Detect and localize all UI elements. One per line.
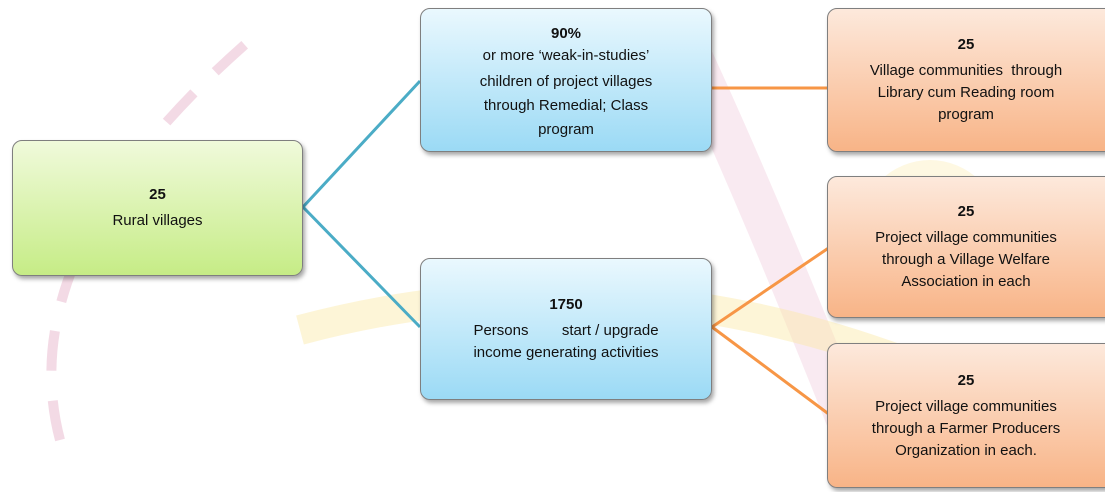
- node-value: 1750: [549, 294, 582, 316]
- node-value: 25: [958, 370, 975, 392]
- node: 1750 Persons start / upgrade income gene…: [420, 258, 712, 400]
- node-text: or more ‘weak-in-studies’: [483, 45, 650, 67]
- node-text: program: [538, 119, 594, 141]
- node: 25 Project village communities through a…: [827, 343, 1105, 488]
- node-text: Organization in each.: [895, 440, 1037, 462]
- node-text: Village communities through: [870, 60, 1062, 82]
- node-text: Persons start / upgrade: [473, 320, 658, 342]
- node-text: Library cum Reading room: [878, 82, 1055, 104]
- node-value: 25: [149, 184, 166, 206]
- node: 25 Village communities through Library c…: [827, 8, 1105, 152]
- connector: [712, 247, 830, 415]
- node-value: 90%: [551, 23, 581, 45]
- connector: [303, 81, 420, 327]
- node: 25 Project village communities through a…: [827, 176, 1105, 318]
- node-text: through Remedial; Class: [484, 95, 648, 117]
- node: 90% or more ‘weak-in-studies’ children o…: [420, 8, 712, 152]
- node-text: through a Farmer Producers: [872, 418, 1060, 440]
- node-text: income generating activities: [473, 342, 658, 364]
- node-text: through a Village Welfare: [882, 249, 1050, 271]
- node-text: Project village communities: [875, 396, 1057, 418]
- node: 25 Rural villages: [12, 140, 303, 276]
- node-text: Project village communities: [875, 227, 1057, 249]
- node-text: Association in each: [901, 271, 1030, 293]
- node-value: 25: [958, 201, 975, 223]
- node-text: children of project villages: [480, 71, 653, 93]
- node-text: program: [938, 104, 994, 126]
- page: {"nodes": [ {"value": "25", "lines": ["R…: [0, 0, 1105, 492]
- node-value: 25: [958, 34, 975, 56]
- node-text: Rural villages: [112, 210, 202, 232]
